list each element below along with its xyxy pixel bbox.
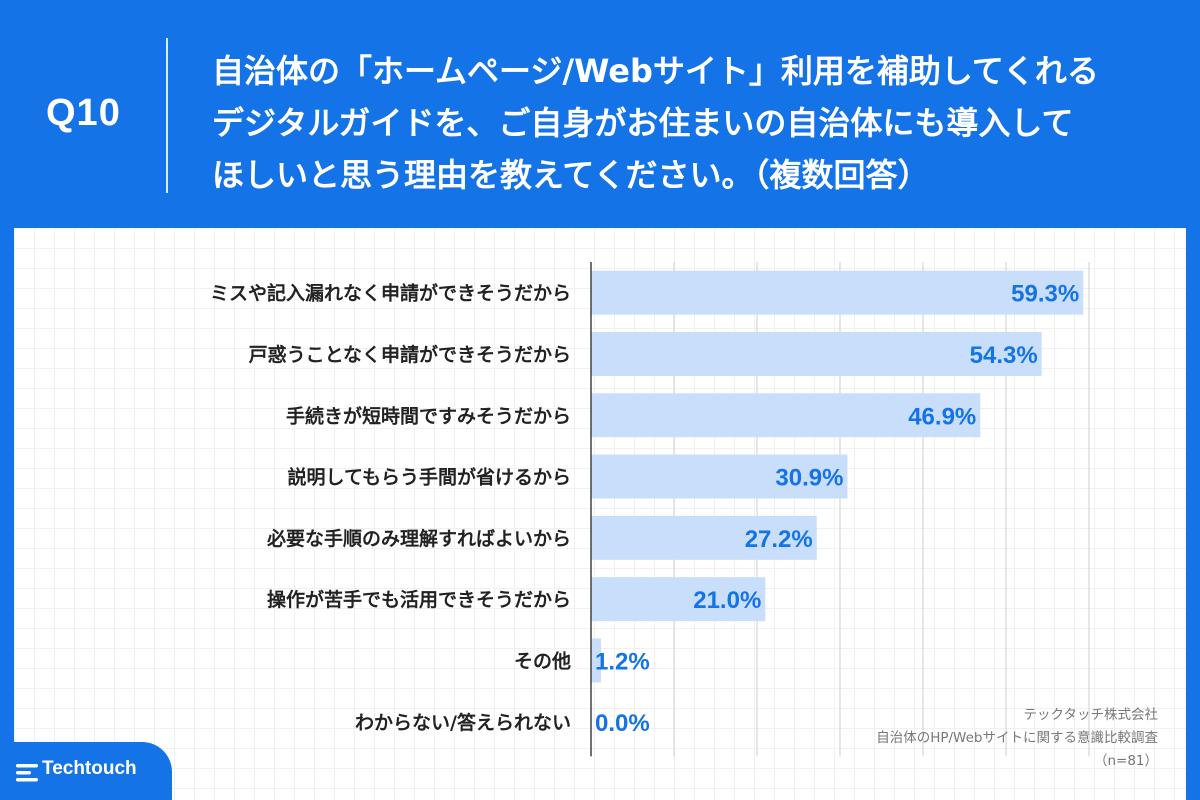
question-line-3: ほしいと思う理由を教えてください。（複数回答） — [212, 156, 930, 194]
logo-icon — [16, 764, 38, 782]
category-label: 手続きが短時間ですみそうだから — [286, 404, 571, 427]
question-line-2: デジタルガイドを、ご自身がお住まいの自治体にも導入して — [212, 104, 1074, 142]
category-label: 操作が苦手でも活用できそうだから — [267, 588, 571, 611]
category-label: 説明してもらう手間が省けるから — [288, 466, 571, 489]
bar — [591, 454, 848, 499]
bar — [591, 515, 817, 560]
source-company: テックタッチ株式会社 — [1023, 707, 1158, 723]
value-label: 59.3% — [1011, 281, 1079, 308]
techtouch-logo: Techtouch — [0, 742, 172, 800]
value-label: 21.0% — [693, 587, 761, 614]
bar — [591, 331, 1042, 376]
header: Q10 自治体の「ホームページ/Webサイト」利用を補助してくれる デジタルガイ… — [0, 0, 1200, 228]
value-label: 1.2% — [595, 648, 650, 675]
question-text: 自治体の「ホームページ/Webサイト」利用を補助してくれる デジタルガイドを、ご… — [212, 45, 1172, 201]
category-label: 戸惑うことなく申請ができそうだから — [249, 343, 571, 366]
category-label: ミスや記入漏れなく申請ができそうだから — [210, 282, 571, 305]
value-label: 0.0% — [595, 710, 650, 737]
logo-text: Techtouch — [42, 758, 137, 779]
source-sample: （n=81） — [1093, 753, 1158, 769]
bar — [591, 638, 601, 683]
category-label: わからない/答えられない — [355, 711, 571, 734]
value-label: 46.9% — [908, 403, 976, 430]
category-label: その他 — [514, 649, 571, 672]
bar — [591, 270, 1084, 315]
header-divider — [166, 38, 168, 193]
question-number: Q10 — [46, 92, 121, 134]
value-label: 54.3% — [970, 342, 1038, 369]
bar — [591, 393, 981, 438]
source-survey: 自治体のHP/Webサイトに関する意識比較調査 — [876, 730, 1158, 746]
value-label: 27.2% — [745, 526, 813, 553]
question-line-1: 自治体の「ホームページ/Webサイト」利用を補助してくれる — [212, 52, 1099, 90]
bar-chart: ミスや記入漏れなく申請ができそうだから 59.3% 戸惑うことなく申請ができそうだか… — [210, 262, 1090, 757]
category-label: 必要な手順のみ理解すればよいから — [266, 527, 571, 550]
bar — [591, 577, 766, 622]
source-note: テックタッチ株式会社 自治体のHP/Webサイトに関する意識比較調査 （n=81… — [876, 704, 1158, 773]
chart-panel: ミスや記入漏れなく申請ができそうだから 59.3% 戸惑うことなく申請ができそうだか… — [14, 228, 1186, 800]
value-label: 30.9% — [775, 465, 843, 492]
